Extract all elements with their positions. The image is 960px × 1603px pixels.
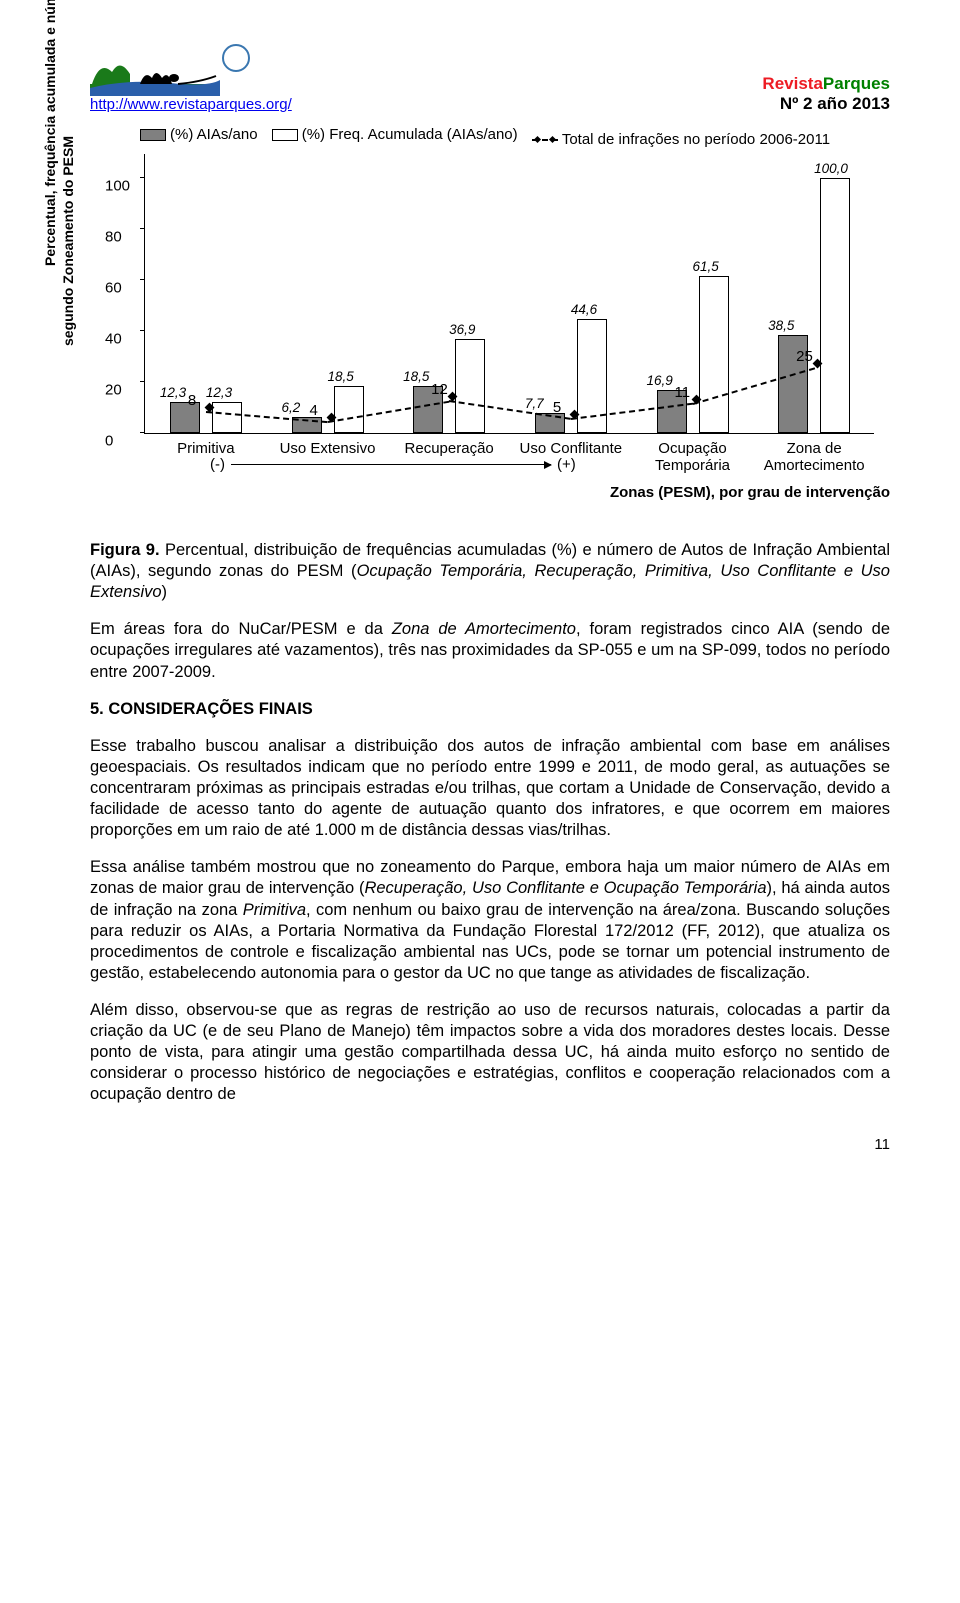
infr-value-label: 8 xyxy=(188,392,196,409)
infr-value-label: 12 xyxy=(431,381,448,398)
y-axis-label-1: Percentual, frequência acumulada e númer… xyxy=(42,0,58,266)
bar-freq-label: 12,3 xyxy=(206,385,232,400)
arrow-right-label: (+) xyxy=(557,456,576,473)
park-logo-icon xyxy=(90,40,220,96)
p1-i1: Zona de Amortecimento xyxy=(392,620,576,638)
p3-i1: Recuperação, Uso Conflitante e Ocupação … xyxy=(364,879,766,897)
arrow-line-icon xyxy=(231,464,551,465)
figure-label: Figura 9. xyxy=(90,541,160,559)
y-tick-label: 0 xyxy=(105,433,113,450)
source-url-link[interactable]: http://www.revistaparques.org/ xyxy=(90,96,292,113)
category-label: Recuperação xyxy=(394,440,504,457)
intervention-arrow: (-) (+) xyxy=(210,456,576,473)
paragraph-1: Em áreas fora do NuCar/PESM e da Zona de… xyxy=(90,619,890,682)
paragraph-4: Além disso, observou-se que as regras de… xyxy=(90,1000,890,1106)
y-tick-label: 60 xyxy=(105,280,122,297)
issue-label: Nº 2 año 2013 xyxy=(762,94,890,114)
bar-freq xyxy=(212,402,242,433)
p1-a: Em áreas fora do NuCar/PESM e da xyxy=(90,620,392,638)
infr-value-label: 25 xyxy=(796,348,813,365)
logo-block xyxy=(90,40,292,96)
y-tick-label: 20 xyxy=(105,382,122,399)
bar-freq-label: 18,5 xyxy=(328,369,354,384)
bar-freq-label: 61,5 xyxy=(693,259,719,274)
bar-aias-label: 38,5 xyxy=(768,318,794,333)
arrow-left-label: (-) xyxy=(210,456,225,473)
bar-freq xyxy=(455,339,485,433)
brand-part1: Revista xyxy=(762,74,822,93)
plot-area: 02040608010012,312,3Primitiva6,218,5Uso … xyxy=(144,154,874,434)
header-right: RevistaParques Nº 2 año 2013 xyxy=(762,74,890,114)
bar-aias-label: 7,7 xyxy=(525,396,544,411)
bar-freq xyxy=(334,386,364,433)
chart-legend: (%) AIAs/ano (%) Freq. Acumulada (AIAs/a… xyxy=(140,126,840,148)
bar-aias-label: 6,2 xyxy=(282,400,301,415)
y-tick-label: 40 xyxy=(105,331,122,348)
y-tick-label: 80 xyxy=(105,229,122,246)
header-left: http://www.revistaparques.org/ xyxy=(90,40,292,114)
legend-item-infr: Total de infrações no período 2006-2011 xyxy=(532,131,830,148)
y-axis-label-2: segundo Zoneamento do PESM xyxy=(60,136,76,346)
p3-i2: Primitiva xyxy=(243,901,306,919)
infr-value-label: 4 xyxy=(310,402,318,419)
figcap-tail: ) xyxy=(162,583,168,601)
infr-value-label: 5 xyxy=(553,399,561,416)
figure-caption: Figura 9. Percentual, distribuição de fr… xyxy=(90,540,890,603)
bar-freq xyxy=(820,178,850,433)
category-label: Ocupação Temporária xyxy=(638,440,748,474)
bar-freq-label: 44,6 xyxy=(571,302,597,317)
bar-freq-label: 36,9 xyxy=(449,322,475,337)
category-label: Uso Conflitante xyxy=(516,440,626,457)
brand-title: RevistaParques xyxy=(762,74,890,94)
category-label: Zona de Amortecimento xyxy=(759,440,869,474)
bar-aias-label: 18,5 xyxy=(403,369,429,384)
page-number: 11 xyxy=(90,1136,890,1153)
legend-item-aias: (%) AIAs/ano xyxy=(140,126,258,143)
paragraph-2: Esse trabalho buscou analisar a distribu… xyxy=(90,736,890,842)
paragraph-3: Essa análise também mostrou que no zonea… xyxy=(90,857,890,984)
category-label: Primitiva xyxy=(151,440,261,457)
bar-freq xyxy=(699,276,729,433)
page-header: http://www.revistaparques.org/ RevistaPa… xyxy=(90,40,890,114)
y-tick-label: 100 xyxy=(105,178,130,195)
body-text: Figura 9. Percentual, distribuição de fr… xyxy=(90,540,890,1106)
figure-9-chart: (%) AIAs/ano (%) Freq. Acumulada (AIAs/a… xyxy=(90,126,890,526)
section-5-heading: 5. CONSIDERAÇÕES FINAIS xyxy=(90,699,890,720)
bar-aias-label: 16,9 xyxy=(647,373,673,388)
legend-item-freq: (%) Freq. Acumulada (AIAs/ano) xyxy=(272,126,518,143)
legend-label-3: Total de infrações no período 2006-2011 xyxy=(562,131,830,148)
bar-freq-label: 100,0 xyxy=(814,161,848,176)
fao-logo-icon xyxy=(222,44,250,72)
legend-label-1: (%) AIAs/ano xyxy=(170,126,258,143)
x-axis-caption: Zonas (PESM), por grau de intervenção xyxy=(610,484,890,501)
brand-part2: Parques xyxy=(823,74,890,93)
legend-label-2: (%) Freq. Acumulada (AIAs/ano) xyxy=(302,126,518,143)
category-label: Uso Extensivo xyxy=(273,440,383,457)
bar-aias-label: 12,3 xyxy=(160,385,186,400)
infr-value-label: 11 xyxy=(675,384,691,401)
